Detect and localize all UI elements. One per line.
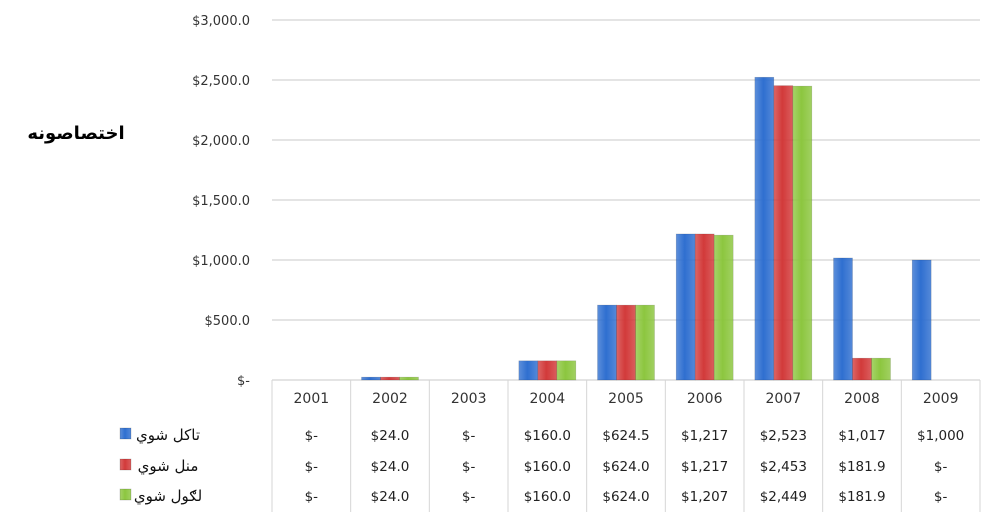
legend-label: منل شوي [138, 457, 199, 476]
data-table-cell: $- [462, 489, 476, 505]
bar [361, 376, 381, 381]
data-table-cell: $1,217 [681, 428, 728, 444]
data-table-cell: $24.0 [371, 459, 410, 475]
y-tick-label: $- [237, 374, 250, 389]
x-tick-label: 2007 [766, 391, 802, 407]
data-table-cell: $160.0 [524, 459, 571, 475]
x-tick-label: 2009 [923, 391, 959, 407]
bar [635, 304, 655, 381]
data-table-cell: $160.0 [524, 428, 571, 444]
data-table-cell: $- [305, 459, 319, 475]
data-table-cell: $- [462, 428, 476, 444]
data-table-cell: $1,217 [681, 459, 728, 475]
bar [754, 76, 775, 381]
bar [597, 304, 617, 381]
data-table-cell: $2,453 [760, 459, 807, 475]
bar [675, 233, 696, 381]
x-tick-label: 2005 [608, 391, 644, 407]
grid-lines [271, 19, 981, 512]
bar [852, 357, 872, 381]
bar [694, 233, 715, 381]
data-table-cell: $- [305, 489, 319, 505]
data-table-cell: $- [462, 459, 476, 475]
data-table-cell: $24.0 [371, 428, 410, 444]
x-tick-label: 2004 [530, 391, 566, 407]
data-table-cell: $- [934, 489, 948, 505]
bar [616, 304, 636, 381]
x-tick-label: 2006 [687, 391, 723, 407]
y-tick-labels: $- $500.0 $1,000.0 $1,500.0 $2,000.0 $2,500.0… [192, 14, 250, 389]
y-tick-label: $500.0 [205, 314, 251, 329]
y-tick-label: $3,000.0 [192, 14, 250, 29]
x-tick-label: 2002 [372, 391, 408, 407]
data-table-cell: $624.0 [602, 459, 649, 475]
bar [871, 357, 891, 381]
bar [556, 360, 577, 381]
y-tick-label: $1,500.0 [192, 194, 250, 209]
bar [911, 259, 932, 381]
data-table-cell: $624.5 [602, 428, 649, 444]
bar [713, 234, 734, 381]
data-table-cell: $2,523 [760, 428, 807, 444]
data-table-cell: $- [305, 428, 319, 444]
x-tick-label: 2003 [451, 391, 487, 407]
data-table-cell: $160.0 [524, 489, 571, 505]
bar [380, 376, 400, 381]
bar [537, 360, 558, 381]
data-table-cell: $2,449 [760, 489, 807, 505]
y-tick-label: $2,000.0 [192, 134, 250, 149]
legend-swatch [119, 488, 132, 501]
data-table-cell: $181.9 [838, 489, 885, 505]
legend-swatch [119, 458, 132, 471]
data-table: 2001 2002 2003 2004 2005 2006 2007 2008 2009 تاکل… [119, 391, 964, 506]
x-tick-label: 2001 [294, 391, 330, 407]
x-tick-label: 2008 [844, 391, 880, 407]
legend-label: لګول شوي [134, 487, 202, 506]
data-table-cell: $1,207 [681, 489, 728, 505]
y-tick-label: $1,000.0 [192, 254, 250, 269]
legend-swatch [119, 427, 132, 440]
data-table-cell: $181.9 [838, 459, 885, 475]
bars [361, 76, 932, 381]
legend-label: تاکل شوي [136, 426, 200, 445]
data-table-cell: $- [934, 459, 948, 475]
y-tick-label: $2,500.0 [192, 74, 250, 89]
data-table-cell: $24.0 [371, 489, 410, 505]
bar [833, 257, 853, 381]
data-table-cell: $624.0 [602, 489, 649, 505]
data-table-cell: $1,017 [838, 428, 885, 444]
bar [399, 376, 419, 381]
bar [773, 85, 794, 381]
bar [518, 360, 539, 381]
bar [792, 85, 813, 381]
data-table-cell: $1,000 [917, 428, 964, 444]
y-axis-label: اختصاصونه [27, 123, 124, 144]
